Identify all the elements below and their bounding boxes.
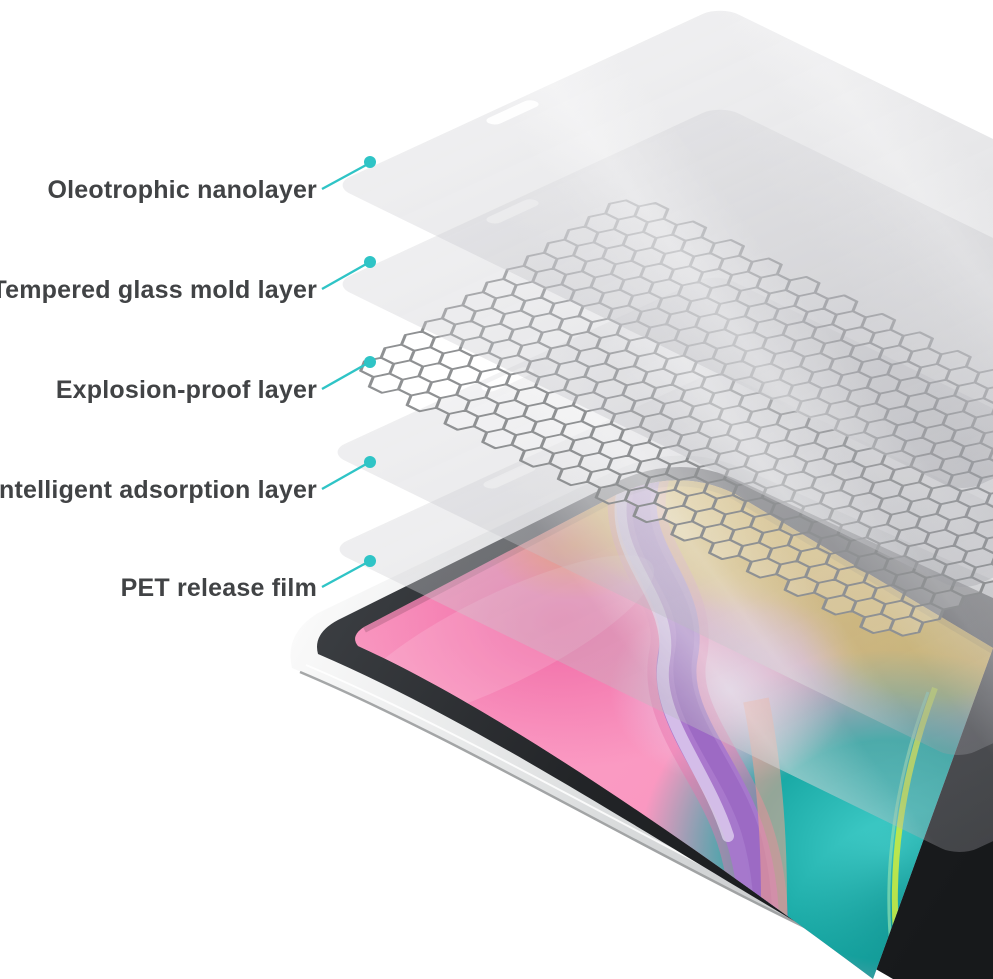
hexagon-grid <box>359 199 993 637</box>
label-intelligent-adsorption-layer: Intelligent adsorption layer <box>0 476 317 504</box>
leader-dots <box>364 156 376 567</box>
label-pet-release-film: PET release film <box>120 574 317 602</box>
leader-lines <box>321 162 369 589</box>
label-explosion-proof-layer: Explosion-proof layer <box>55 376 317 404</box>
label-oleotrophic-nanolayer: Oleotrophic nanolayer <box>47 176 317 204</box>
label-tempered-glass-mold-layer: Tempered glass mold layer <box>0 276 317 304</box>
wallpaper-ribbon <box>607 480 789 979</box>
layer-explosion-proof-mesh <box>348 198 993 649</box>
